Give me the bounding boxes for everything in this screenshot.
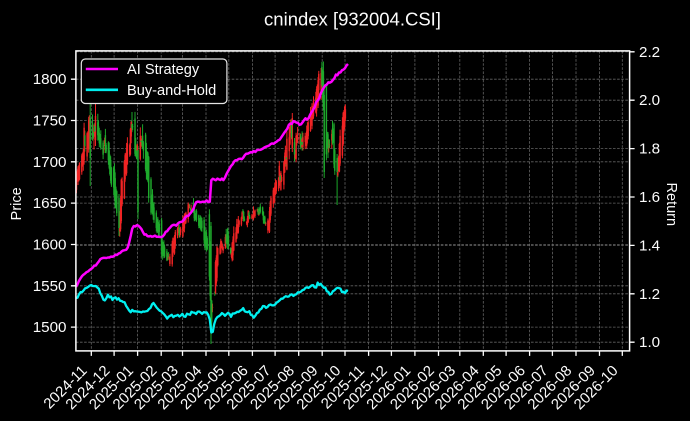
- svg-text:Buy-and-Hold: Buy-and-Hold: [127, 83, 216, 99]
- svg-text:1650: 1650: [33, 195, 67, 212]
- svg-text:Return: Return: [663, 183, 679, 227]
- svg-text:1.2: 1.2: [639, 286, 660, 303]
- svg-text:1550: 1550: [33, 278, 67, 295]
- svg-text:1.6: 1.6: [639, 189, 660, 206]
- svg-text:1.4: 1.4: [639, 237, 660, 254]
- svg-text:1.0: 1.0: [639, 334, 660, 351]
- svg-text:cnindex [932004.CSI]: cnindex [932004.CSI]: [264, 8, 441, 29]
- svg-text:Price: Price: [9, 187, 25, 220]
- svg-text:2.0: 2.0: [639, 92, 660, 109]
- svg-text:1.8: 1.8: [639, 141, 660, 158]
- svg-text:2.2: 2.2: [639, 44, 660, 61]
- svg-text:AI Strategy: AI Strategy: [127, 62, 200, 78]
- svg-text:1500: 1500: [33, 319, 67, 336]
- svg-text:1600: 1600: [33, 237, 67, 254]
- svg-text:1750: 1750: [33, 113, 67, 130]
- svg-text:1700: 1700: [33, 154, 67, 171]
- svg-text:1800: 1800: [33, 71, 67, 88]
